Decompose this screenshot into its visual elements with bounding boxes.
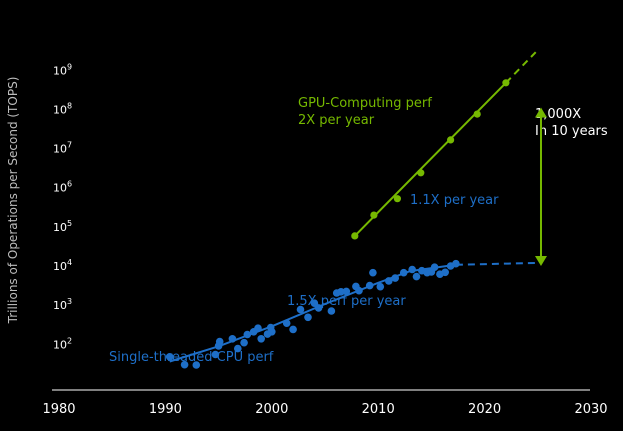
gpu-data-point (351, 232, 359, 240)
y-tick-base: 10 (53, 64, 67, 77)
series-layer (165, 51, 538, 369)
y-tick-exponent: 3 (67, 297, 72, 306)
y-tick-base: 10 (53, 338, 67, 351)
cpu-data-point (441, 268, 450, 277)
cpu-data-point (254, 324, 262, 333)
cpu-data-point (215, 337, 224, 346)
gpu-data-point (417, 169, 425, 177)
x-tick-label-1990: 1990 (149, 402, 182, 417)
y-tick-base: 10 (53, 299, 67, 312)
cpu-data-point (268, 328, 276, 336)
y-tick-base: 10 (53, 103, 67, 116)
y-tick-exponent: 7 (67, 141, 72, 150)
y-axis-label: Trillions of Operations per Second (TOPS… (6, 77, 20, 325)
cpu-data-point (399, 268, 408, 277)
cpu-data-point (452, 259, 460, 268)
cpu-projection-line (455, 261, 538, 266)
cpu-data-point (180, 360, 189, 369)
y-axis-label-group: Trillions of Operations per Second (TOPS… (6, 77, 20, 325)
x-tick-label-2010: 2010 (362, 402, 395, 417)
y-tick-exponent: 6 (67, 180, 72, 189)
gap-arrow (534, 107, 547, 266)
cpu-trend-line (169, 263, 457, 363)
y-tick-label-8: 108 (53, 101, 72, 116)
y-tick-label-6: 106 (53, 180, 72, 195)
y-tick-exponent: 9 (67, 62, 72, 71)
gpu-trend-line (354, 82, 507, 237)
cpu-data-point (289, 325, 297, 334)
cpu-data-point (228, 335, 237, 343)
gap-label-line2: In 10 years (535, 124, 608, 139)
cpu-data-point (391, 274, 400, 282)
cpu-data-point (355, 286, 363, 295)
y-tick-base: 10 (53, 143, 67, 156)
cpu-recent-growth-label: 1.1X per year (410, 193, 499, 208)
gpu-data-point (473, 110, 481, 118)
y-tick-label-4: 104 (53, 258, 72, 273)
cpu-data-point (327, 307, 336, 315)
x-tick-label-1980: 1980 (42, 402, 75, 417)
annotation-layer: GPU-Computing perf 2X per year 1.1X per … (109, 96, 608, 365)
y-tick-label-7: 107 (53, 141, 72, 156)
gpu-projection-line (505, 51, 537, 84)
y-tick-label-3: 103 (53, 297, 72, 312)
cpu-data-point (282, 319, 291, 328)
cpu-data-point (211, 350, 220, 359)
cpu-data-point (296, 305, 305, 314)
y-tick-label-5: 105 (53, 219, 72, 234)
y-tick-label-9: 109 (53, 62, 72, 77)
y-tick-label-2: 102 (53, 336, 72, 351)
cpu-data-point (376, 282, 385, 291)
y-tick-exponent: 8 (67, 101, 72, 110)
gpu-series-label: GPU-Computing perf (298, 96, 432, 111)
cpu-data-point (192, 361, 201, 369)
cpu-data-point (257, 335, 266, 343)
cpu-data-point (365, 281, 374, 290)
cpu-data-point (385, 277, 393, 285)
cpu-data-point (314, 304, 323, 312)
x-tick-labels: 1980 1990 2000 2010 2020 2030 (42, 402, 607, 417)
cpu-data-point (240, 338, 248, 347)
cpu-data-point (234, 344, 242, 353)
gpu-data-point (502, 79, 510, 87)
cpu-series (165, 259, 538, 369)
cpu-data-point (412, 272, 421, 281)
y-tick-base: 10 (53, 182, 67, 195)
cpu-data-point (304, 313, 312, 322)
cpu-data-point (165, 353, 174, 361)
gpu-data-point (447, 136, 455, 144)
y-tick-base: 10 (53, 221, 67, 234)
cpu-data-point (243, 330, 252, 339)
y-tick-exponent: 5 (67, 219, 72, 228)
gap-arrow-head-top (534, 107, 547, 118)
gap-arrow-head-bottom (534, 256, 547, 266)
gpu-growth-rate-label: 2X per year (298, 113, 375, 128)
gpu-data-point (393, 195, 401, 203)
x-tick-label-2000: 2000 (255, 402, 288, 417)
gpu-data-point (370, 211, 378, 219)
x-tick-label-2020: 2020 (468, 402, 501, 417)
cpu-series-label: Single-threaded CPU perf (109, 350, 274, 365)
y-tick-exponent: 4 (67, 258, 72, 267)
cpu-data-point (369, 268, 377, 277)
cpu-data-point (342, 287, 351, 296)
y-tick-base: 10 (53, 260, 67, 273)
cpu-data-point (430, 263, 439, 272)
y-tick-exponent: 2 (67, 336, 72, 345)
gap-label-line1: 1,000X (535, 107, 581, 122)
gpu-series (351, 51, 537, 240)
cpu-early-growth-label: 1.5X perf per year (287, 294, 406, 309)
x-tick-label-2030: 2030 (574, 402, 607, 417)
cpu-data-point (408, 265, 417, 274)
